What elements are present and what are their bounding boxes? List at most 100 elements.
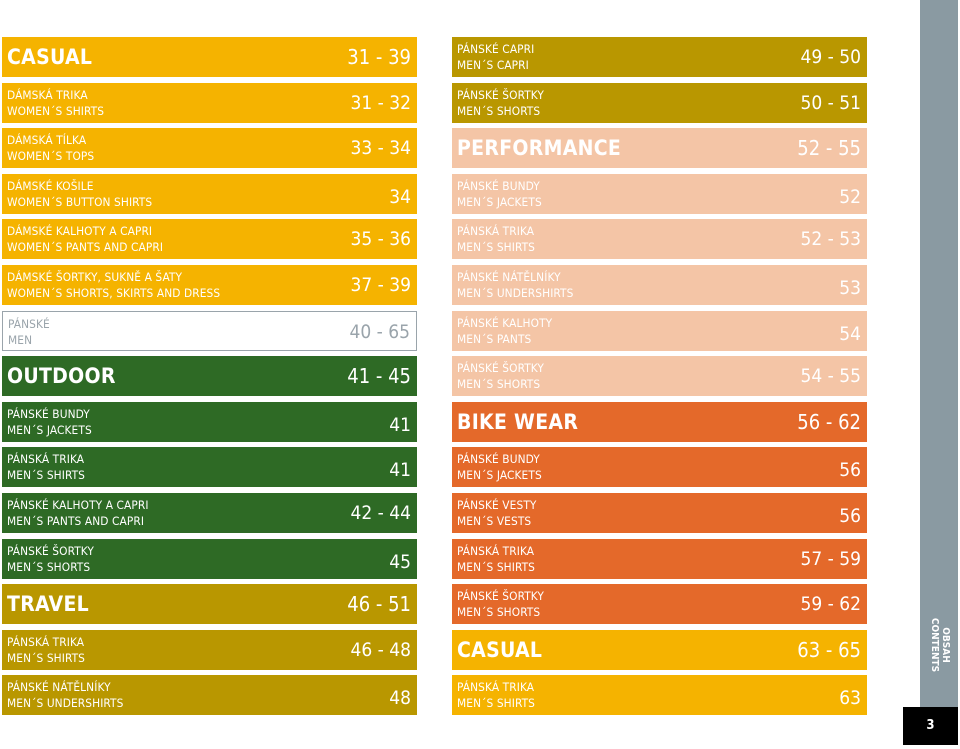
toc-entry: PÁNSKÁ TRIKA MEN´S SHIRTS 46 - 48	[2, 629, 417, 670]
section-title: CASUAL	[7, 45, 93, 69]
toc-entry: PÁNSKÉ ŠORTKY MEN´S SHORTS 59 - 62	[452, 584, 867, 625]
toc-entry: PÁNSKÉ ŠORTKY MEN´S SHORTS 50 - 51	[452, 82, 867, 123]
entry-label-cz: PÁNSKÉ NÁTĚLNÍKY	[457, 269, 561, 284]
side-tab-label-en: CONTENTS	[929, 617, 940, 673]
page-range: 48	[389, 687, 411, 710]
entry-label-cz: PÁNSKÉ	[8, 316, 50, 331]
toc-entry: PÁNSKÉ BUNDY MEN´S JACKETS 52	[452, 173, 867, 214]
entry-label-en: MEN	[8, 332, 33, 347]
page-range: 45	[389, 550, 411, 573]
page-range: 54	[839, 322, 861, 345]
page-range: 54 - 55	[800, 365, 861, 388]
entry-label-en: MEN´S CAPRI	[457, 58, 529, 72]
entry-label-en: MEN´S SHIRTS	[7, 650, 86, 665]
entry-label-cz: PÁNSKÉ ŠORTKY	[457, 589, 545, 604]
section-header: CASUAL 63 - 65	[452, 629, 867, 670]
entry-label-en: MEN´S SHIRTS	[457, 240, 536, 255]
toc-entry: PÁNSKÁ TRIKA MEN´S SHIRTS 52 - 53	[452, 219, 867, 260]
toc-entry: PÁNSKÉ NÁTĚLNÍKY MEN´S UNDERSHIRTS 48	[2, 675, 417, 716]
entry-label-en: MEN´S UNDERSHIRTS	[7, 696, 124, 711]
entry-label-cz: DÁMSKÉ ŠORTKY, SUKNĚ A ŠATY	[7, 269, 183, 284]
toc-entry: PÁNSKÉ KALHOTY MEN´S PANTS 54	[452, 310, 867, 351]
entry-label-cz: PÁNSKÉ BUNDY	[7, 406, 90, 421]
entry-label-cz: DÁMSKÁ TÍLKA	[7, 133, 87, 148]
entry-label-en: MEN´S UNDERSHIRTS	[457, 285, 574, 300]
toc-entry: DÁMSKÉ KOŠILE WOMEN´S BUTTON SHIRTS 34	[2, 173, 417, 214]
entry-label-en: MEN´S SHIRTS	[457, 696, 536, 711]
toc-entry: PÁNSKÉ CAPRI MEN´S CAPRI 49 - 50	[452, 37, 867, 77]
toc-entry: PÁNSKÁ TRIKA MEN´S SHIRTS 57 - 59	[452, 538, 867, 579]
entry-label-cz: PÁNSKÉ BUNDY	[457, 178, 540, 193]
entry-label-cz: PÁNSKÉ CAPRI	[457, 42, 535, 56]
section-header: CASUAL 31 - 39	[2, 37, 417, 77]
toc-left-column: CASUAL 31 - 39 DÁMSKÁ TRIKA WOMEN´S SHIRTS 3…	[2, 37, 417, 721]
entry-label-en: MEN´S JACKETS	[457, 194, 542, 209]
page-range: 63	[839, 687, 861, 710]
page-range: 56	[839, 459, 861, 482]
entry-label-en: MEN´S SHIRTS	[457, 559, 536, 574]
entry-label-en: MEN´S SHIRTS	[7, 468, 86, 483]
page-range: 52 - 53	[800, 228, 861, 251]
entry-label-cz: PÁNSKÁ TRIKA	[457, 680, 535, 695]
page-range: 57 - 59	[800, 547, 861, 570]
toc-entry: PÁNSKÁ TRIKA MEN´S SHIRTS 41	[2, 447, 417, 488]
entry-label-en: MEN´S SHORTS	[457, 103, 541, 118]
section-title: CASUAL	[457, 637, 543, 662]
entry-label-cz: PÁNSKÁ TRIKA	[7, 452, 85, 467]
toc-entry: DÁMSKÉ KALHOTY A CAPRI WOMEN´S PANTS AND …	[2, 219, 417, 260]
entry-label-cz: PÁNSKÉ ŠORTKY	[7, 543, 95, 558]
entry-label-en: WOMEN´S SHORTS, SKIRTS AND DRESS	[7, 285, 221, 300]
entry-label-cz: PÁNSKÉ ŠORTKY	[457, 87, 545, 102]
toc-entry: PÁNSKÉ VESTY MEN´S VESTS 56	[452, 492, 867, 533]
toc-entry: PÁNSKÉ KALHOTY A CAPRI MEN´S PANTS AND CA…	[2, 492, 417, 533]
entry-label-en: MEN´S SHORTS	[457, 377, 541, 392]
section-title: TRAVEL	[7, 592, 90, 617]
page-range: 46 - 48	[350, 638, 411, 661]
page-range: 53	[839, 276, 861, 299]
entry-label-en: MEN´S PANTS	[457, 331, 532, 346]
section-header: BIKE WEAR 56 - 62	[452, 401, 867, 442]
page-range: 41	[389, 459, 411, 482]
entry-label-cz: PÁNSKÉ VESTY	[457, 497, 537, 512]
entry-label-en: WOMEN´S BUTTON SHIRTS	[7, 194, 153, 209]
entry-label-cz: PÁNSKÉ NÁTĚLNÍKY	[7, 680, 111, 695]
page-range: 56 - 62	[797, 409, 861, 434]
entry-label-cz: PÁNSKÉ KALHOTY	[457, 315, 553, 330]
toc-entry: PÁNSKÉ ŠORTKY MEN´S SHORTS 45	[2, 538, 417, 579]
entry-label-en: MEN´S VESTS	[457, 513, 532, 528]
section-header: PERFORMANCE 52 - 55	[452, 128, 867, 169]
page-range: 49 - 50	[800, 46, 861, 68]
section-title: PERFORMANCE	[457, 136, 622, 161]
entry-label-cz: PÁNSKÁ TRIKA	[7, 634, 85, 649]
page-range: 42 - 44	[350, 501, 411, 524]
page-range: 31 - 32	[350, 91, 411, 114]
section-title: BIKE WEAR	[457, 409, 579, 434]
section-header: TRAVEL 46 - 51	[2, 584, 417, 625]
page-range: 33 - 34	[350, 137, 411, 160]
entry-label-en: MEN´S PANTS AND CAPRI	[7, 513, 145, 528]
page-range: 52 - 55	[797, 136, 861, 161]
page-range: 50 - 51	[800, 91, 861, 114]
section-title: OUTDOOR	[7, 364, 116, 389]
page-range: 35 - 36	[350, 228, 411, 251]
toc-entry: PÁNSKÉ BUNDY MEN´S JACKETS 56	[452, 447, 867, 488]
toc-entry: PÁNSKÉ MEN 40 - 65	[2, 310, 417, 351]
toc-right-column: PÁNSKÉ CAPRI MEN´S CAPRI 49 - 50 PÁNSKÉ ŠOR…	[452, 37, 867, 721]
page-range: 41	[389, 413, 411, 436]
toc-entry: PÁNSKÉ ŠORTKY MEN´S SHORTS 54 - 55	[452, 356, 867, 397]
page-range: 59 - 62	[800, 593, 861, 616]
entry-label-cz: DÁMSKÉ KOŠILE	[7, 178, 94, 193]
entry-label-cz: PÁNSKÉ ŠORTKY	[457, 361, 545, 376]
page-range: 34	[389, 185, 411, 208]
toc-entry: DÁMSKÁ TRIKA WOMEN´S SHIRTS 31 - 32	[2, 82, 417, 123]
entry-label-cz: DÁMSKÁ TRIKA	[7, 87, 88, 102]
entry-label-en: WOMEN´S TOPS	[7, 149, 95, 164]
page-range: 40 - 65	[349, 320, 410, 343]
toc-entry: PÁNSKÉ NÁTĚLNÍKY MEN´S UNDERSHIRTS 53	[452, 264, 867, 305]
toc-entry: PÁNSKÉ BUNDY MEN´S JACKETS 41	[2, 401, 417, 442]
entry-label-en: MEN´S SHORTS	[7, 559, 91, 574]
entry-label-cz: DÁMSKÉ KALHOTY A CAPRI	[7, 224, 153, 239]
entry-label-cz: PÁNSKÁ TRIKA	[457, 543, 535, 558]
page-range: 46 - 51	[347, 592, 411, 617]
entry-label-en: WOMEN´S PANTS AND CAPRI	[7, 240, 164, 255]
